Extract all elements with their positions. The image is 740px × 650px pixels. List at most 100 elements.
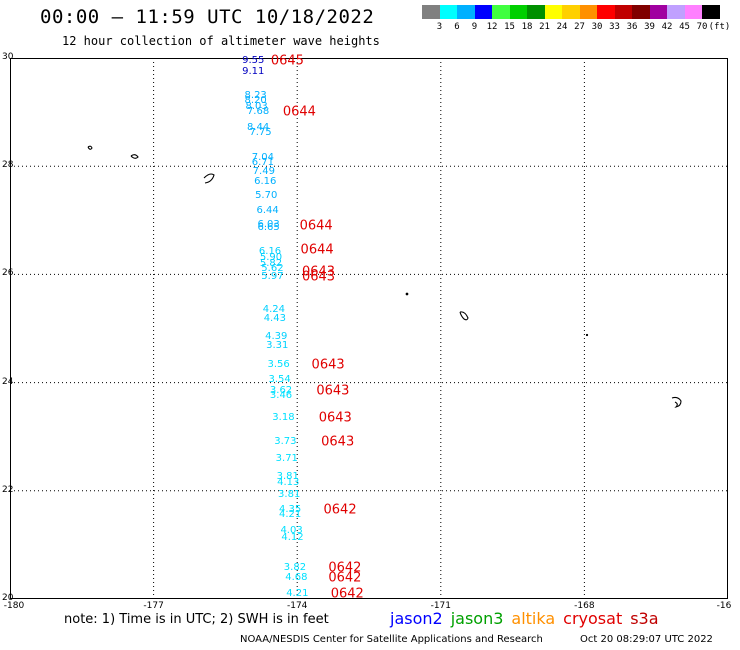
legend-swatch: [667, 5, 685, 19]
pass-time-label: 0645: [270, 53, 304, 69]
legend-swatch: [684, 5, 702, 19]
satellite-legend: jason2 jason3 altika cryosat s3a: [390, 609, 667, 628]
wave-height-value: 4.39: [265, 330, 288, 342]
generated-timestamp: Oct 20 08:29:07 UTC 2022: [580, 634, 713, 645]
legend-swatch: [614, 5, 632, 19]
legend-tick-label: 9: [471, 22, 478, 32]
wave-height-value: 3.82: [283, 561, 307, 573]
wave-height-value: 3.54: [268, 373, 291, 385]
map-frame: [10, 58, 728, 599]
satellite-legend-item: s3a: [630, 609, 659, 628]
wave-height-value: 3.62: [269, 384, 293, 396]
legend-tick-label: 70: [696, 22, 708, 32]
map-border: [10, 58, 728, 599]
wave-height-value: 4.13: [277, 476, 300, 488]
longitude-label: -177: [143, 601, 164, 611]
pass-time-label: 0642: [323, 502, 357, 518]
pass-time-label: 0643: [301, 269, 336, 285]
legend-tick-label: 3: [436, 22, 443, 32]
pass-time-label: 0644: [299, 218, 333, 234]
credit-line: NOAA/NESDIS Center for Satellite Applica…: [240, 634, 543, 645]
pass-time-label: 0642: [328, 560, 362, 576]
wave-height-value: 6.16: [258, 245, 282, 257]
wave-height-value: 3.18: [272, 411, 295, 423]
wave-height-value: 8.20: [244, 95, 267, 107]
wave-height-value: 7.04: [251, 152, 274, 164]
longitude-label: -174: [286, 601, 308, 611]
legend-swatch: [702, 5, 720, 19]
wave-height-value: 6.71: [251, 157, 274, 169]
pass-time-label: 0642: [328, 570, 362, 586]
wave-height-value: 3.81: [278, 489, 301, 501]
legend-swatch: [422, 5, 440, 19]
island-outline: [87, 145, 93, 150]
island-outline: [671, 396, 682, 408]
pass-time-label: 0643: [316, 383, 350, 399]
legend-tick-label: 15: [504, 22, 515, 32]
pass-time-label: 0642: [330, 586, 364, 602]
island-outlines: [87, 145, 682, 408]
legend-tick-label: 30: [591, 22, 603, 32]
wave-height-value: 8.03: [245, 100, 268, 112]
wave-height-value: 7.49: [252, 165, 275, 177]
island-outline: [130, 154, 139, 159]
longitude-label: -180: [3, 601, 25, 611]
legend-tick-label: 18: [521, 22, 533, 32]
wave-height-value: 5.90: [259, 252, 283, 264]
map-title: 00:00 — 11:59 UTC 10/18/2022: [40, 6, 375, 28]
wave-height-value: 4.43: [263, 312, 286, 324]
wave-height-value: 3.46: [269, 390, 293, 402]
wave-height-value: 4.35: [279, 503, 302, 515]
legend-swatch: [439, 5, 457, 19]
wave-height-value: 4.03: [280, 525, 303, 537]
wave-height-value: 4.21: [286, 587, 309, 599]
pass-time-label: 0644: [282, 104, 316, 120]
wave-height-value: 4.68: [285, 572, 308, 584]
footnote: note: 1) Time is in UTC; 2) SWH is in fe…: [64, 612, 329, 627]
wave-height-value: 9.11: [242, 65, 265, 77]
wave-height-value: 5.97: [261, 271, 284, 283]
pass-time-label: 0643: [311, 357, 345, 373]
legend-tick-label: 21: [539, 22, 550, 32]
pass-time-label: 0644: [300, 242, 334, 258]
pass-time-label: 0643: [321, 434, 355, 450]
latitude-label: 24: [2, 376, 14, 387]
wave-height-value: 4.12: [281, 532, 304, 544]
color-legend: [422, 5, 720, 19]
legend-tick-label: 33: [609, 22, 620, 32]
wave-height-value: 6.44: [256, 204, 279, 216]
longitude-label: -168: [574, 601, 595, 611]
wave-height-value: 6.03: [257, 218, 280, 230]
wave-height-value: 6.16: [254, 176, 277, 188]
legend-swatch: [457, 5, 475, 19]
wave-height-value: 3.31: [266, 339, 289, 351]
legend-tick-label: (ft): [708, 22, 731, 32]
pass-time-label: 0643: [301, 264, 336, 280]
legend-swatch: [527, 5, 545, 19]
latitude-label: 20: [2, 593, 14, 603]
wave-height-value: 5.70: [255, 189, 278, 201]
wave-height-value: 3.73: [274, 436, 297, 448]
wave-height-value: 7.75: [249, 126, 272, 138]
legend-swatch: [649, 5, 667, 19]
wave-height-value: 5.82: [259, 257, 283, 269]
latitude-label: 30: [2, 52, 14, 62]
legend-tick-label: 24: [556, 22, 568, 32]
wave-height-value: 9.55: [242, 54, 265, 66]
latitude-label: 28: [2, 160, 14, 171]
wave-height-value: 6.65: [257, 222, 280, 234]
wave-height-value: 7.68: [246, 106, 270, 118]
wave-height-value: 3.71: [275, 453, 298, 465]
legend-swatch: [597, 5, 615, 19]
wave-height-value: 3.81: [276, 471, 299, 483]
island-outline: [459, 311, 469, 321]
latitude-label: 22: [2, 484, 14, 495]
legend-tick-label: 6: [454, 22, 460, 32]
satellite-legend-item: jason2: [390, 609, 443, 628]
legend-swatch: [474, 5, 492, 19]
wave-height-value: 8.44: [246, 122, 270, 134]
legend-tick-label: 36: [626, 22, 638, 32]
wave-height-value: 3.56: [267, 358, 290, 370]
longitude-label: -171: [430, 601, 452, 611]
legend-tick-label: 39: [644, 22, 655, 32]
